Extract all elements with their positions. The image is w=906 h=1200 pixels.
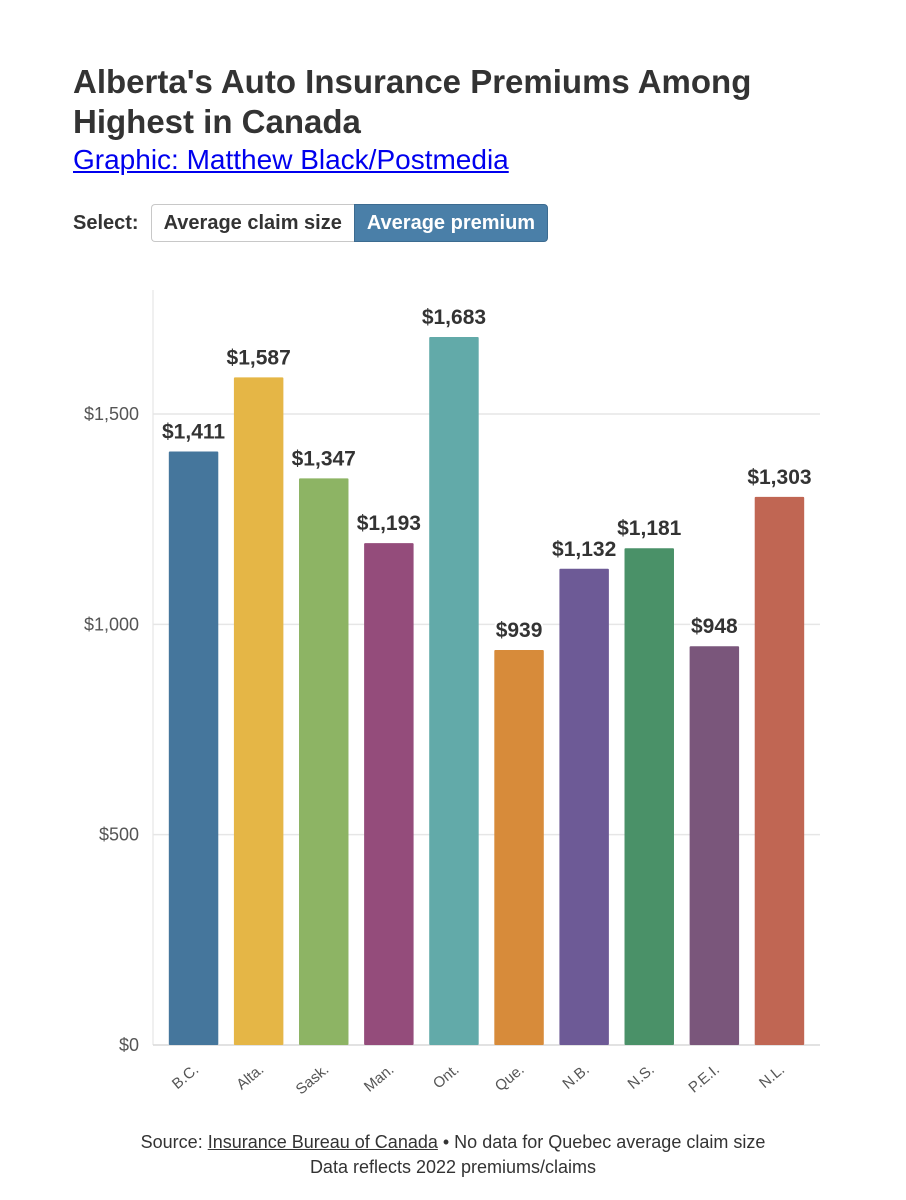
average-claim-size-button[interactable]: Average claim size xyxy=(150,204,354,242)
value-label: $1,347 xyxy=(292,447,356,470)
bar-nl[interactable] xyxy=(754,496,805,1045)
source-link[interactable]: Insurance Bureau of Canada xyxy=(207,1132,438,1152)
value-label: $1,132 xyxy=(552,538,616,561)
value-label: $1,181 xyxy=(617,517,682,540)
bar-man[interactable] xyxy=(364,543,414,1045)
bar-pei[interactable] xyxy=(689,646,740,1045)
y-tick-label: $500 xyxy=(99,825,139,845)
value-label: $1,303 xyxy=(747,466,811,489)
average-premium-button[interactable]: Average premium xyxy=(353,204,549,242)
chart-title: Alberta's Auto Insurance Premiums Among … xyxy=(73,63,752,140)
source-suffix: • No data for Quebec average claim size xyxy=(437,1132,766,1152)
metric-selector: Select: Average claim size Average premi… xyxy=(73,203,549,243)
value-label: $1,683 xyxy=(422,306,486,329)
x-tick-label: Sask. xyxy=(293,1061,333,1098)
data-note: Data reflects 2022 premiums/claims xyxy=(309,1157,597,1177)
value-label: $1,587 xyxy=(227,346,291,369)
bar-ont[interactable] xyxy=(429,337,479,1045)
source-line: Source: Insurance Bureau of Canada • No … xyxy=(0,1130,906,1155)
bar-ns[interactable] xyxy=(624,548,674,1045)
y-tick-label: $1,000 xyxy=(84,614,139,634)
credit-link[interactable]: Graphic: Matthew Black/Postmedia xyxy=(73,144,509,175)
metric-toggle: Average claim size Average premium xyxy=(150,204,549,242)
y-tick-label: $1,500 xyxy=(84,404,139,424)
chart-footer: Source: Insurance Bureau of Canada • No … xyxy=(0,1130,906,1180)
value-label: $948 xyxy=(691,615,738,638)
bar-bc[interactable] xyxy=(168,451,219,1045)
value-label: $1,193 xyxy=(357,512,421,535)
bar-sask[interactable] xyxy=(299,478,349,1045)
y-tick-label: $0 xyxy=(119,1035,139,1055)
x-tick-label: N.S. xyxy=(625,1061,658,1093)
value-label: $939 xyxy=(496,619,543,642)
x-tick-label: N.L. xyxy=(756,1061,788,1092)
bar-chart: $0 $500 $1,000 $1,500 $1,411 B.C. $1,587 Alta. $… xyxy=(84,290,820,1098)
x-tick-label: P.E.I. xyxy=(685,1061,723,1096)
value-label: $1,411 xyxy=(162,420,225,443)
x-tick-label: N.B. xyxy=(559,1061,592,1093)
bar-alta[interactable] xyxy=(233,377,284,1046)
x-tick-label: Alta. xyxy=(233,1061,267,1093)
bar-nb[interactable] xyxy=(559,568,609,1045)
x-tick-label: Man. xyxy=(361,1061,397,1095)
x-tick-label: B.C. xyxy=(169,1061,202,1093)
select-label: Select: xyxy=(73,211,139,234)
x-tick-label: Ont. xyxy=(430,1061,463,1092)
source-prefix: Source: xyxy=(140,1132,208,1152)
bar-que[interactable] xyxy=(494,649,544,1045)
x-tick-label: Que. xyxy=(492,1061,528,1095)
